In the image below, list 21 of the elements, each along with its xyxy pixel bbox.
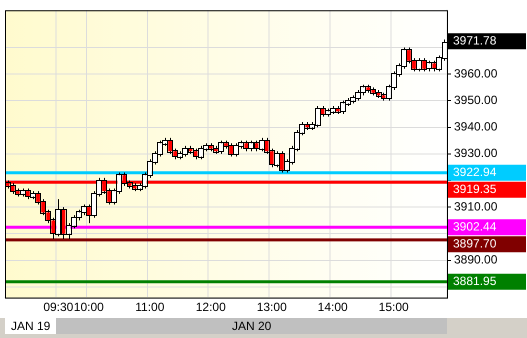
x-tick-label: 12:00 <box>196 300 226 314</box>
y-tick-label: 3960.00 <box>454 66 498 80</box>
x-tick-label: 09:30 <box>43 300 74 314</box>
text: JAN 19 <box>5 318 56 334</box>
x-tick-label: 15:00 <box>378 300 409 314</box>
text: 3971.78 <box>453 34 497 48</box>
y-tick-label: 3910.00 <box>454 199 498 214</box>
y-tick-label: 3940.00 <box>454 120 498 134</box>
ref-line-label: 3881.95 <box>453 274 497 288</box>
x-tick-label: 13:00 <box>256 300 288 314</box>
ref-line-label: 3922.94 <box>453 165 497 179</box>
x-tick-label: 11:00 <box>135 300 165 314</box>
x-tick-label: 10:00 <box>74 300 104 314</box>
ref-line-label: 3897.70 <box>453 236 497 251</box>
y-tick-label: 3930.00 <box>454 146 498 160</box>
ref-line-label: 3902.44 <box>453 220 497 234</box>
text: JAN 20 <box>56 318 447 334</box>
ref-line-label: 3919.35 <box>453 182 497 196</box>
x-tick-label: 14:00 <box>318 300 348 314</box>
y-tick-label: 3890.00 <box>454 252 498 267</box>
y-tick-label: 3950.00 <box>454 92 498 107</box>
